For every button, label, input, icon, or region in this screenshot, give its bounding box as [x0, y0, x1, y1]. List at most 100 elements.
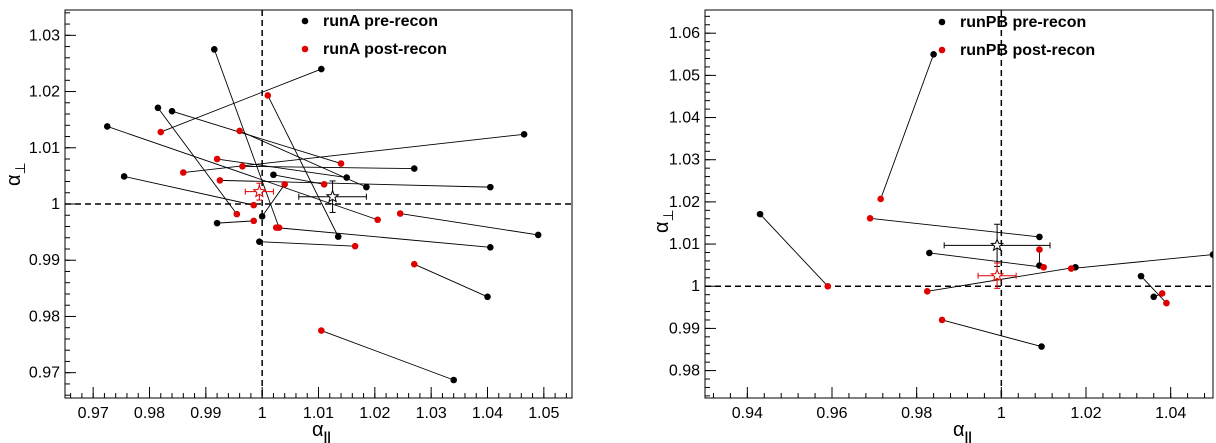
- pre-recon-point: [343, 174, 350, 181]
- pre-recon-point: [520, 130, 528, 138]
- pre-post-connector: [759, 213, 829, 287]
- pre-recon-point: [210, 46, 218, 53]
- x-tick-label: 0.94: [732, 405, 763, 422]
- right-chart-panel: 0.94 0.96 0.98 1 1.02 1.04 0.98 0.99 1 1.01 1.02 1.…: [651, 9, 1214, 443]
- y-tick-label: 0.97: [29, 365, 60, 382]
- pre-recon-point: [154, 104, 162, 112]
- y-tick-label: 1: [51, 196, 60, 213]
- legend-entry-label: runA pre-recon: [323, 13, 438, 30]
- plot-area: [65, 10, 572, 398]
- post-recon-point: [1163, 299, 1170, 307]
- pre-post-connector: [171, 110, 342, 164]
- legend-entry-label: runA post-recon: [323, 41, 447, 58]
- pre-recon-point: [256, 238, 263, 245]
- pre-recon-point: [363, 183, 370, 191]
- post-recon-point: [396, 210, 404, 217]
- pre-post-connector: [217, 220, 254, 224]
- post-recon-point: [236, 127, 243, 135]
- post-recon-point: [374, 216, 381, 224]
- post-recon-point: [180, 169, 187, 176]
- pre-recon-point: [534, 231, 542, 239]
- pre-recon-point: [450, 376, 458, 384]
- post-recon-point: [320, 181, 328, 188]
- pre-post-connector: [213, 49, 280, 228]
- post-recon-point: [337, 160, 345, 167]
- post-recon-point: [250, 201, 258, 209]
- x-axis-label: α||: [312, 419, 331, 443]
- x-axis-symbol: α: [312, 419, 324, 441]
- pre-recon-point: [1038, 343, 1045, 350]
- pre-recon-point: [120, 173, 128, 180]
- post-recon-point: [1036, 246, 1043, 253]
- legend-entry-label: runPB pre-recon: [960, 14, 1086, 31]
- post-recon-point: [866, 215, 874, 222]
- pre-recon-point: [756, 210, 764, 218]
- x-tick-label: 0.99: [190, 405, 221, 422]
- pre-post-connector: [124, 176, 254, 206]
- pre-post-connector: [1140, 275, 1167, 304]
- legend-marker: [301, 17, 309, 25]
- pre-post-connector: [261, 184, 286, 217]
- pre-post-connector: [929, 252, 1044, 268]
- post-recon-point: [272, 224, 280, 231]
- pre-post-connector: [242, 165, 415, 170]
- post-recon-point: [923, 288, 931, 295]
- x-tick-label: 1.05: [528, 405, 559, 422]
- x-tick-label: 0.98: [901, 405, 932, 422]
- post-recon-point: [877, 195, 884, 203]
- y-axis-subscript: ⊥: [660, 209, 676, 221]
- pre-recon-point: [103, 123, 111, 130]
- y-axis-symbol: α: [651, 221, 673, 233]
- post-recon-point: [1040, 263, 1047, 271]
- pre-recon-point: [258, 213, 266, 220]
- x-tick-label: 1.03: [416, 405, 447, 422]
- y-axis-subscript: ⊥: [12, 162, 28, 174]
- x-axis-label: α||: [953, 419, 972, 443]
- y-axis-symbol: α: [3, 174, 25, 186]
- x-axis-subscript: ||: [324, 429, 331, 443]
- legend-marker: [301, 45, 309, 53]
- pre-recon-point: [1209, 251, 1213, 258]
- mean-star-marker: [325, 189, 340, 203]
- legend-marker: [938, 46, 946, 54]
- pre-post-connector: [273, 174, 325, 185]
- pre-post-connector: [259, 241, 356, 247]
- pre-post-connector: [400, 213, 539, 236]
- pre-post-connector: [160, 68, 322, 133]
- x-tick-label: 0.96: [816, 405, 847, 422]
- post-recon-point: [250, 217, 258, 225]
- pre-recon-point: [334, 233, 342, 240]
- pre-post-connector: [219, 179, 491, 188]
- y-tick-label: 1.02: [29, 84, 60, 101]
- y-tick-label: 0.98: [669, 363, 700, 380]
- y-tick-label: 1.02: [669, 194, 700, 211]
- pre-recon-point: [487, 243, 494, 251]
- pre-post-connector: [267, 95, 339, 237]
- left-chart-panel: 0.97 0.98 0.99 1 1.01 1.02 1.03 1.04 1.05 0.97 0.9…: [3, 9, 573, 443]
- y-axis-label: α⊥: [3, 162, 28, 186]
- pre-recon-point: [410, 165, 418, 172]
- x-tick-label: 1: [997, 405, 1006, 422]
- post-recon-point: [1158, 290, 1166, 297]
- pre-post-connector: [870, 217, 1040, 238]
- y-tick-label: 1: [691, 278, 700, 295]
- pre-post-connector: [880, 54, 935, 200]
- pre-post-connector: [217, 158, 347, 179]
- post-recon-point: [410, 260, 418, 268]
- pre-post-connector: [321, 330, 454, 381]
- post-recon-point: [938, 316, 946, 324]
- pre-recon-point: [318, 65, 325, 73]
- plot-area: [705, 10, 1213, 398]
- x-tick-label: 1.02: [359, 405, 390, 422]
- x-tick-label: 1.01: [303, 405, 334, 422]
- pre-recon-point: [926, 249, 933, 257]
- mean-star-marker: [990, 268, 1005, 282]
- y-tick-label: 1.01: [669, 236, 700, 253]
- pre-recon-point: [1150, 293, 1158, 301]
- plot-frame: [704, 9, 1214, 399]
- y-tick-label: 0.99: [29, 252, 60, 269]
- y-axis-label: α⊥: [651, 209, 676, 233]
- pre-recon-point: [168, 107, 176, 115]
- y-tick-label: 1.04: [669, 110, 700, 127]
